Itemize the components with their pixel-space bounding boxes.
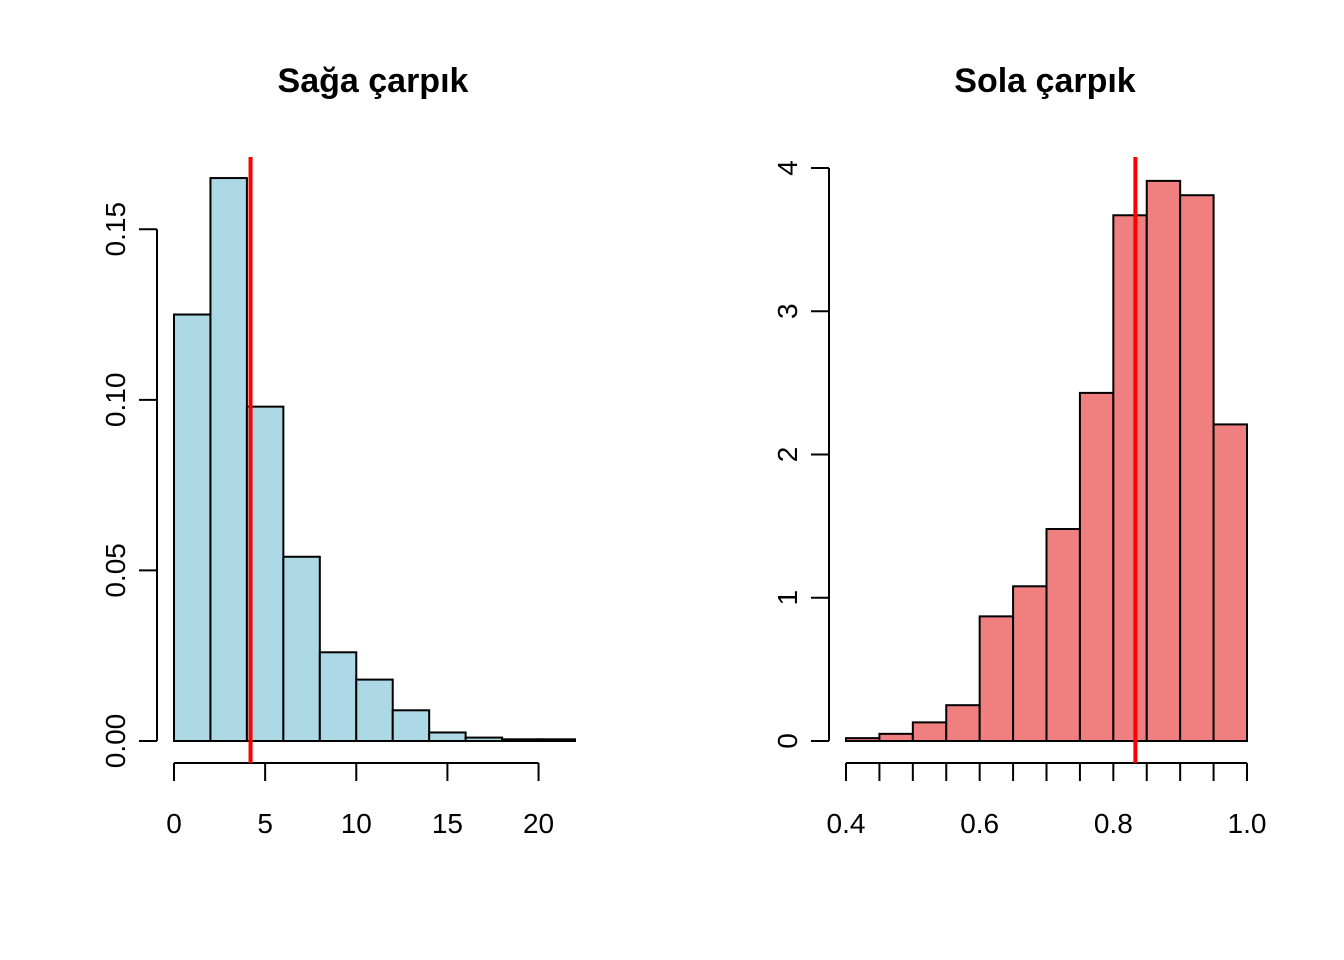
x-tick-label: 0.4: [827, 808, 866, 839]
y-axis: 0.00 0.05 0.10 0.15: [100, 202, 158, 769]
y-tick-label: 3: [772, 303, 803, 319]
y-axis: 0 1 2 3 4: [772, 160, 830, 749]
histogram-bar: [1078, 391, 1115, 742]
histogram-bar: [1045, 527, 1081, 742]
histogram-bar: [537, 738, 577, 743]
histogram-bar: [1212, 423, 1249, 742]
chart-title: Sağa çarpık: [278, 62, 469, 100]
histogram-bar: [428, 731, 467, 742]
y-tick-label: 0.00: [100, 714, 131, 769]
x-tick-label: 10: [341, 808, 372, 839]
y-tick-label: 1: [772, 590, 803, 606]
histogram-bar: [282, 555, 321, 742]
histogram-bar: [355, 678, 394, 743]
x-tick-label: 0.6: [960, 808, 999, 839]
left-skewed-histogram: Sola çarpık 0 1 2 3 4 0.4 0.6 0.8 1.0: [772, 62, 1266, 839]
histogram-bar: [501, 738, 540, 743]
histogram-bar: [1012, 585, 1048, 742]
bars: [173, 177, 577, 743]
y-tick-label: 2: [772, 447, 803, 463]
histogram-bar: [1145, 179, 1182, 742]
x-tick-label: 0.8: [1094, 808, 1133, 839]
right-skewed-histogram: Sağa çarpık 0.00 0.05 0.10 0.15 0 5 10 15 20: [100, 62, 577, 839]
histogram-bar: [1179, 194, 1215, 742]
histogram-bar: [318, 651, 358, 743]
histogram-bar: [978, 615, 1015, 742]
histogram-bar: [245, 405, 285, 742]
x-tick-label: 15: [432, 808, 463, 839]
x-tick-label: 1.0: [1228, 808, 1267, 839]
y-tick-label: 4: [772, 160, 803, 176]
histogram-bar: [878, 732, 914, 743]
histogram-bar: [391, 709, 431, 743]
x-tick-label: 20: [523, 808, 554, 839]
y-tick-label: 0: [772, 733, 803, 749]
histogram-bar: [911, 721, 948, 743]
histogram-bar: [945, 704, 981, 742]
y-tick-label: 0.15: [100, 202, 131, 257]
histogram-bar: [173, 313, 212, 742]
chart-title: Sola çarpık: [954, 62, 1136, 100]
x-tick-label: 5: [257, 808, 273, 839]
bars: [845, 179, 1249, 743]
x-axis: 0 5 10 15 20: [166, 762, 554, 839]
y-tick-label: 0.10: [100, 373, 131, 428]
x-axis: 0.4 0.6 0.8 1.0: [827, 762, 1267, 839]
histogram-bar: [209, 177, 248, 742]
y-tick-label: 0.05: [100, 543, 131, 598]
histogram-bar: [845, 737, 881, 743]
histogram-bar: [464, 736, 504, 743]
x-tick-label: 0: [166, 808, 182, 839]
histogram-bar: [1112, 214, 1148, 742]
